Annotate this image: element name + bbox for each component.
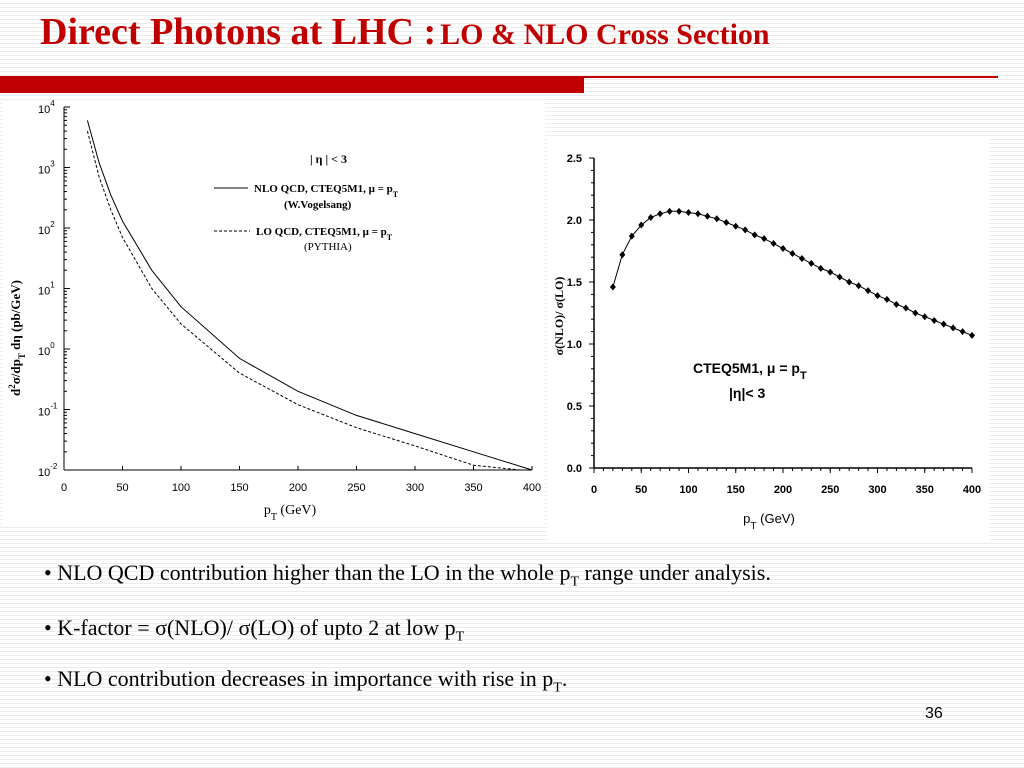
- x-tick-label: 250: [821, 484, 839, 496]
- k-factor-point: [742, 226, 749, 234]
- k-factor-point: [789, 249, 796, 257]
- y-axis-label: d2σ/dpT dη (pb/GeV): [7, 280, 27, 396]
- k-factor-point: [865, 287, 872, 295]
- cross-section-chart-panel: 0 50 100 150 200 250 300 350 400 104 103 102 101 100…: [2, 99, 545, 525]
- k-factor-point: [732, 222, 739, 230]
- y-tick-label: 0.0: [567, 463, 582, 475]
- legend-nlo-label: NLO QCD, CTEQ5M1, μ = pT: [254, 183, 399, 199]
- title-accent-line: [584, 76, 998, 78]
- annotation-region: |η|< 3: [729, 385, 765, 401]
- y-tick-label: 0.5: [567, 401, 582, 413]
- k-factor-chart: 0 50 100 150 200 250 300 350 400 0.0 0.5 1.0 1.5 2.0…: [552, 153, 981, 532]
- k-factor-chart-panel: 0 50 100 150 200 250 300 350 400 0.0 0.5 1.0 1.5 2.0…: [547, 136, 990, 541]
- x-tick-label: 50: [635, 484, 647, 496]
- k-factor-point: [836, 273, 843, 281]
- k-factor-point: [713, 215, 720, 223]
- cross-section-chart: 0 50 100 150 200 250 300 350 400 104 103 102 101 100…: [7, 99, 541, 523]
- k-factor-point: [959, 328, 966, 336]
- annotation-pdf: CTEQ5M1, μ = pT: [693, 360, 807, 382]
- slide-title-main: Direct Photons at LHC :: [40, 11, 437, 53]
- x-tick-label: 400: [963, 484, 981, 496]
- k-factor-point: [704, 212, 711, 220]
- k-factor-point: [609, 283, 616, 291]
- legend-lo-label: LO QCD, CTEQ5M1, μ = pT: [256, 226, 393, 242]
- y-tick-label: 1.5: [567, 277, 582, 289]
- k-factor-point: [628, 232, 635, 240]
- x-tick-label: 150: [727, 484, 745, 496]
- k-factor-point: [902, 304, 909, 312]
- x-tick-label: 50: [116, 482, 128, 494]
- k-factor-point: [666, 207, 673, 215]
- k-factor-point: [921, 313, 928, 321]
- k-factor-point: [657, 210, 664, 218]
- chart-legend: | η | < 3 NLO QCD, CTEQ5M1, μ = pT (W.Vo…: [214, 152, 399, 253]
- chart-annotation: CTEQ5M1, μ = pT |η|< 3: [693, 360, 807, 401]
- x-tick-label: 0: [591, 484, 597, 496]
- k-factor-point: [780, 245, 786, 253]
- x-tick-label: 300: [406, 482, 424, 494]
- slide-title-sub: LO & NLO Cross Section: [440, 18, 770, 51]
- k-factor-point: [751, 231, 758, 239]
- legend-nlo-source: (W.Vogelsang): [284, 199, 352, 211]
- title-accent-bar: [0, 76, 584, 93]
- k-factor-point: [893, 300, 900, 308]
- k-factor-point: [874, 292, 881, 300]
- legend-lo-source: (PYTHIA): [304, 241, 352, 253]
- k-factor-point: [827, 268, 834, 276]
- k-factor-point: [798, 254, 805, 262]
- x-tick-label: 200: [289, 482, 307, 494]
- x-axis-label: pT (GeV): [743, 511, 795, 532]
- x-tick-label: 200: [774, 484, 792, 496]
- bullet-item: • K-factor = σ(NLO)/ σ(LO) of upto 2 at …: [44, 615, 465, 645]
- x-tick-label: 250: [347, 482, 365, 494]
- k-factor-point: [619, 251, 626, 259]
- k-factor-point: [940, 320, 947, 328]
- lo-series-line: [86, 130, 521, 471]
- x-tick-label: 350: [916, 484, 934, 496]
- x-tick-label: 0: [61, 482, 67, 494]
- x-tick-label: 100: [679, 484, 697, 496]
- nlo-series-line: [86, 120, 533, 471]
- k-factor-point: [950, 324, 957, 332]
- x-tick-label: 350: [464, 482, 482, 494]
- k-factor-point: [638, 221, 645, 229]
- k-factor-point: [685, 209, 692, 217]
- y-tick-label: 103: [38, 160, 55, 177]
- y-tick-label: 2.5: [567, 153, 582, 165]
- bullet-item: • NLO QCD contribution higher than the L…: [44, 560, 771, 590]
- k-factor-point: [931, 316, 938, 324]
- k-factor-point: [694, 210, 701, 218]
- k-factor-point: [912, 309, 919, 317]
- k-factor-point: [817, 264, 824, 272]
- k-factor-point: [770, 240, 777, 248]
- k-factor-point: [647, 214, 654, 222]
- k-factor-point: [723, 218, 730, 226]
- y-tick-label: 101: [38, 281, 55, 298]
- x-tick-label: 100: [172, 482, 190, 494]
- page-number: 36: [925, 705, 943, 722]
- k-factor-point: [883, 295, 890, 303]
- y-tick-label: 10-2: [38, 462, 58, 479]
- y-tick-label: 1.0: [567, 339, 582, 351]
- y-tick-label: 10-1: [38, 402, 58, 419]
- k-factor-point: [846, 278, 853, 286]
- legend-region: | η | < 3: [310, 152, 347, 166]
- k-factor-point: [855, 282, 862, 290]
- slide-title: Direct Photons at LHC : LO & NLO Cross S…: [40, 10, 770, 54]
- x-tick-label: 300: [868, 484, 886, 496]
- k-factor-point: [969, 331, 975, 339]
- y-axis-label: σ(NLO)/ σ(LO): [552, 277, 566, 356]
- k-factor-point: [761, 235, 768, 243]
- x-axis-label: pT (GeV): [264, 503, 317, 523]
- y-tick-label: 104: [38, 100, 55, 116]
- bullet-item: • NLO contribution decreases in importan…: [44, 666, 568, 696]
- y-tick-label: 100: [38, 341, 55, 358]
- k-factor-line: [612, 210, 973, 336]
- k-factor-point: [676, 207, 683, 215]
- x-tick-label: 150: [230, 482, 248, 494]
- y-tick-label: 102: [38, 220, 55, 237]
- y-tick-label: 2.0: [567, 215, 582, 227]
- k-factor-point: [808, 259, 815, 267]
- x-tick-label: 400: [523, 482, 541, 494]
